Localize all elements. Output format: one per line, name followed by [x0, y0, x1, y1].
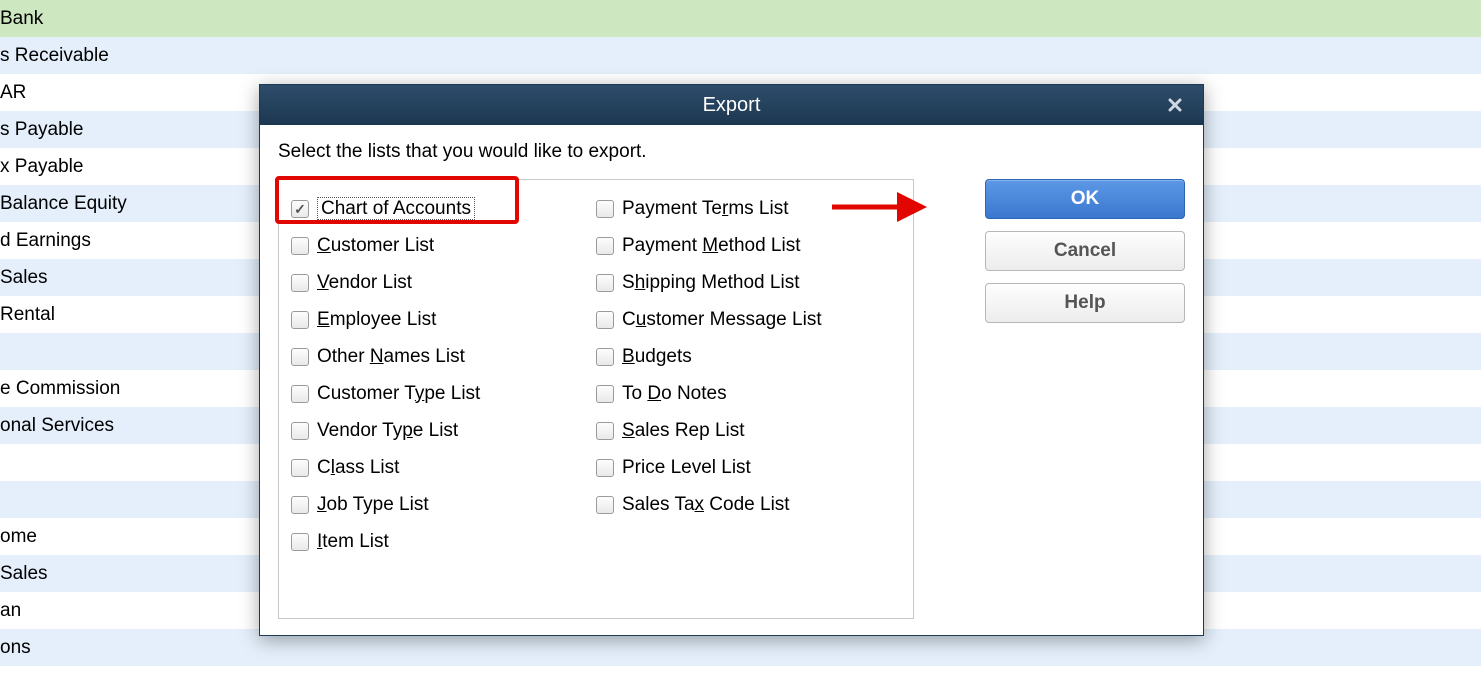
export-options-panel: Chart of Accounts Customer List Vendor Lis… — [278, 179, 914, 619]
option-job-type-list: Job Type List — [291, 486, 596, 523]
option-shipping-method-list: Shipping Method List — [596, 264, 901, 301]
option-employee-list: Employee List — [291, 301, 596, 338]
checkbox-label-vendor-type-list[interactable]: Vendor Type List — [317, 420, 458, 442]
checkbox-label-price-level-list[interactable]: Price Level List — [622, 457, 751, 479]
options-column-right: Payment Terms List Payment Method List Shi… — [596, 190, 901, 560]
checkbox-vendor-type-list[interactable] — [291, 422, 309, 440]
checkbox-label-chart-of-accounts[interactable]: Chart of Accounts — [317, 198, 475, 220]
checkbox-payment-method-list[interactable] — [596, 237, 614, 255]
checkbox-label-other-names-list[interactable]: Other Names List — [317, 346, 465, 368]
option-payment-method-list: Payment Method List — [596, 227, 901, 264]
checkbox-to-do-notes[interactable] — [596, 385, 614, 403]
checkbox-customer-list[interactable] — [291, 237, 309, 255]
option-item-list: Item List — [291, 523, 596, 560]
checkbox-customer-message-list[interactable] — [596, 311, 614, 329]
checkbox-label-sales-tax-code-list[interactable]: Sales Tax Code List — [622, 494, 790, 516]
export-dialog: Export Select the lists that you would l… — [259, 84, 1204, 636]
checkbox-label-customer-type-list[interactable]: Customer Type List — [317, 383, 480, 405]
checkbox-payment-terms-list[interactable] — [596, 200, 614, 218]
option-price-level-list: Price Level List — [596, 449, 901, 486]
checkbox-label-vendor-list[interactable]: Vendor List — [317, 272, 412, 294]
option-other-names-list: Other Names List — [291, 338, 596, 375]
dialog-prompt: Select the lists that you would like to … — [278, 141, 1185, 163]
checkbox-price-level-list[interactable] — [596, 459, 614, 477]
option-customer-list: Customer List — [291, 227, 596, 264]
option-to-do-notes: To Do Notes — [596, 375, 901, 412]
checkbox-label-sales-rep-list[interactable]: Sales Rep List — [622, 420, 745, 442]
dialog-titlebar: Export — [260, 85, 1203, 125]
checkbox-sales-rep-list[interactable] — [596, 422, 614, 440]
option-budgets: Budgets — [596, 338, 901, 375]
checkbox-label-job-type-list[interactable]: Job Type List — [317, 494, 429, 516]
checkbox-employee-list[interactable] — [291, 311, 309, 329]
dialog-button-stack: OK Cancel Help — [985, 179, 1185, 323]
checkbox-label-customer-list[interactable]: Customer List — [317, 235, 434, 257]
option-sales-tax-code-list: Sales Tax Code List — [596, 486, 901, 523]
account-row[interactable] — [0, 666, 1481, 696]
checkbox-budgets[interactable] — [596, 348, 614, 366]
checkbox-sales-tax-code-list[interactable] — [596, 496, 614, 514]
option-customer-message-list: Customer Message List — [596, 301, 901, 338]
checkbox-job-type-list[interactable] — [291, 496, 309, 514]
checkbox-label-shipping-method-list[interactable]: Shipping Method List — [622, 272, 799, 294]
checkbox-item-list[interactable] — [291, 533, 309, 551]
ok-button[interactable]: OK — [985, 179, 1185, 219]
checkbox-label-payment-terms-list[interactable]: Payment Terms List — [622, 198, 789, 220]
checkbox-other-names-list[interactable] — [291, 348, 309, 366]
checkbox-label-to-do-notes[interactable]: To Do Notes — [622, 383, 727, 405]
option-chart-of-accounts: Chart of Accounts — [291, 190, 596, 227]
option-class-list: Class List — [291, 449, 596, 486]
option-vendor-list: Vendor List — [291, 264, 596, 301]
dialog-title: Export — [703, 94, 761, 116]
checkbox-label-employee-list[interactable]: Employee List — [317, 309, 436, 331]
option-vendor-type-list: Vendor Type List — [291, 412, 596, 449]
dialog-body: Select the lists that you would like to … — [260, 125, 1203, 635]
account-row[interactable]: Bank — [0, 0, 1481, 37]
help-button-label: Help — [1064, 292, 1105, 314]
checkbox-chart-of-accounts[interactable] — [291, 200, 309, 218]
checkbox-label-customer-message-list[interactable]: Customer Message List — [622, 309, 822, 331]
checkbox-label-item-list[interactable]: Item List — [317, 531, 389, 553]
checkbox-label-budgets[interactable]: Budgets — [622, 346, 692, 368]
checkbox-label-class-list[interactable]: Class List — [317, 457, 399, 479]
close-icon[interactable] — [1161, 85, 1189, 125]
option-customer-type-list: Customer Type List — [291, 375, 596, 412]
checkbox-customer-type-list[interactable] — [291, 385, 309, 403]
checkbox-shipping-method-list[interactable] — [596, 274, 614, 292]
option-payment-terms-list: Payment Terms List — [596, 190, 901, 227]
options-column-left: Chart of Accounts Customer List Vendor Lis… — [291, 190, 596, 560]
help-button[interactable]: Help — [985, 283, 1185, 323]
option-sales-rep-list: Sales Rep List — [596, 412, 901, 449]
checkbox-label-payment-method-list[interactable]: Payment Method List — [622, 235, 801, 257]
cancel-button-label: Cancel — [1054, 240, 1116, 262]
checkbox-vendor-list[interactable] — [291, 274, 309, 292]
checkbox-class-list[interactable] — [291, 459, 309, 477]
ok-button-label: OK — [1071, 188, 1100, 210]
account-row[interactable]: s Receivable — [0, 37, 1481, 74]
cancel-button[interactable]: Cancel — [985, 231, 1185, 271]
